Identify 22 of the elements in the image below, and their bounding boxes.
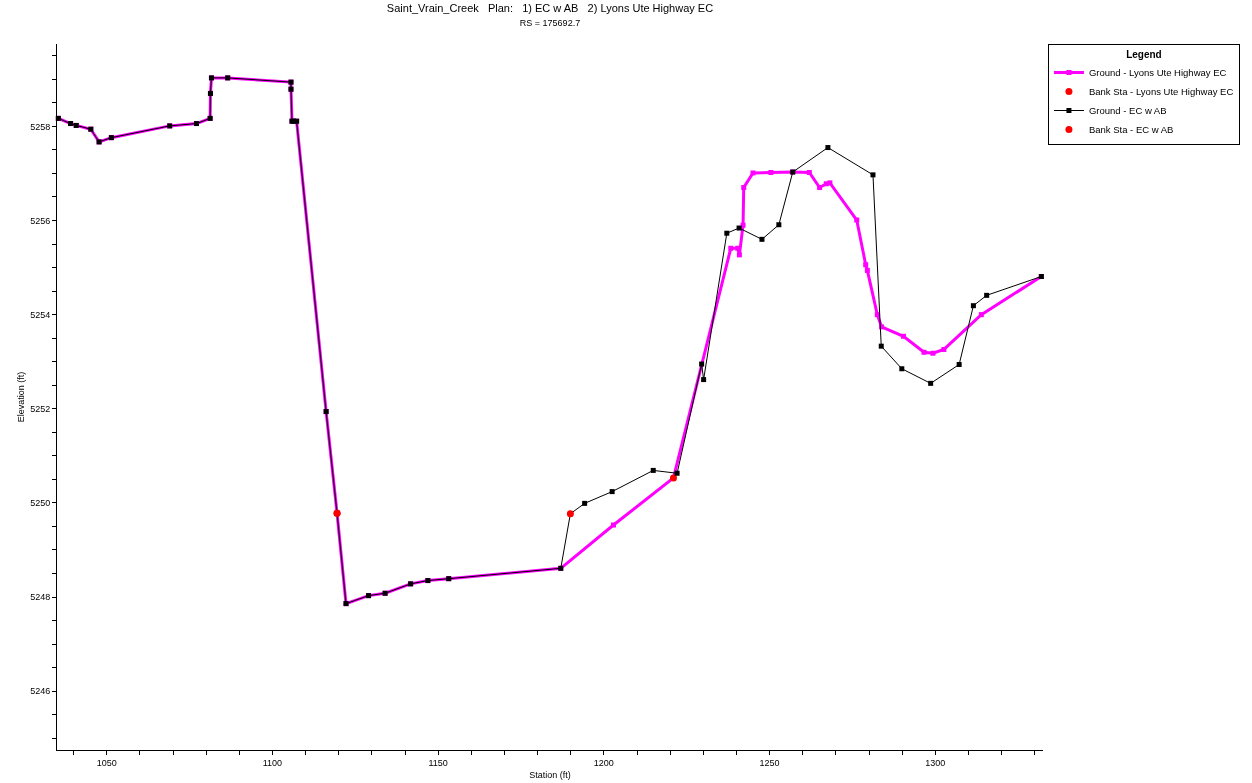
x-tick-label: 1250 — [759, 757, 780, 768]
y-tick-label: 5248 — [30, 592, 51, 603]
y-tick-label: 5250 — [30, 498, 51, 509]
y-tick-label: 5256 — [30, 215, 51, 226]
chart-subtitle: RS = 175692.7 — [519, 18, 581, 29]
y-tick-label: 5258 — [30, 121, 51, 132]
legend-title: Legend — [1126, 49, 1162, 60]
y-axis-title: Elevation (ft) — [15, 371, 26, 423]
y-tick-label: 5252 — [30, 403, 51, 414]
legend-label: Bank Sta - EC w AB — [1088, 124, 1174, 136]
legend-label: Ground - EC w AB — [1088, 105, 1167, 117]
y-tick-label: 5254 — [30, 309, 51, 320]
legend-label: Bank Sta - Lyons Ute Highway EC — [1088, 86, 1234, 98]
x-tick-label: 1200 — [593, 757, 614, 768]
x-tick-label: 1150 — [428, 757, 448, 768]
x-tick-label: 1050 — [96, 757, 117, 768]
legend-label: Ground - Lyons Ute Highway EC — [1088, 67, 1227, 79]
x-tick-label: 1100 — [262, 757, 283, 768]
x-tick-label: 1300 — [925, 757, 946, 768]
x-axis-title: Station (ft) — [529, 769, 571, 780]
chart-title: Saint_Vrain_Creek Plan: 1) EC w AB 2) Lyons Ute Highway EC — [386, 1, 714, 14]
y-tick-label: 5246 — [30, 686, 51, 697]
